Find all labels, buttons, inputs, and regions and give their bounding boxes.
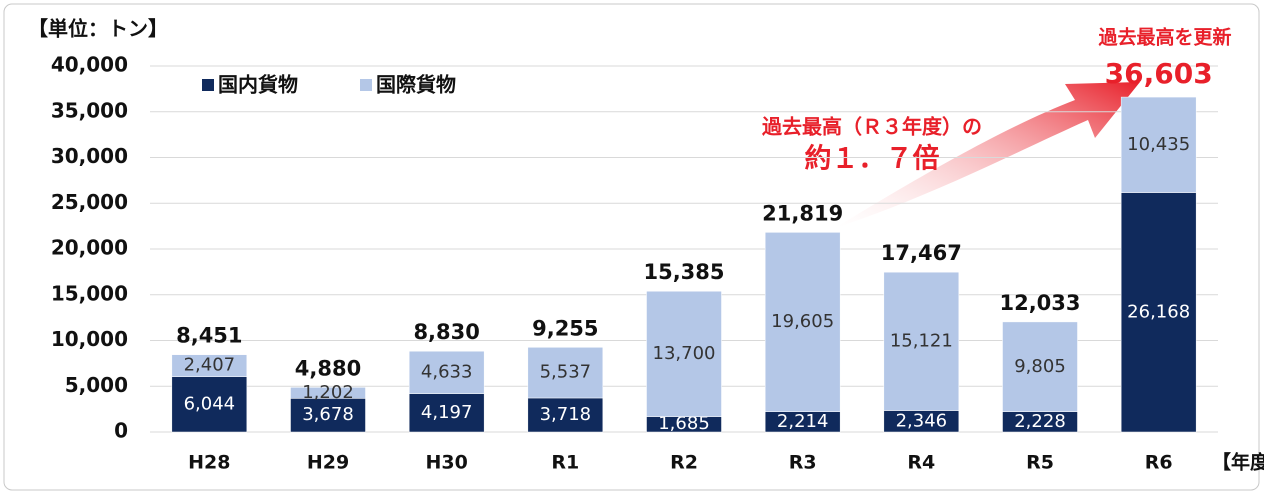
x-tick-label: R6 xyxy=(1145,452,1173,474)
bar-segment xyxy=(408,350,485,394)
x-tick-label: H29 xyxy=(307,452,349,474)
x-tick-label: R1 xyxy=(551,452,579,474)
x-axis-label: 【年度】 xyxy=(1212,451,1264,474)
value-label: 3,678 xyxy=(302,404,354,425)
y-tick-label: 35,000 xyxy=(51,98,128,122)
value-label: 2,214 xyxy=(777,411,829,432)
x-tick-label: R4 xyxy=(907,452,935,474)
value-label: 19,605 xyxy=(771,311,834,332)
total-label: 17,467 xyxy=(881,241,962,265)
value-label: 6,044 xyxy=(184,393,236,414)
y-tick-label: 40,000 xyxy=(51,53,128,77)
value-label: 2,407 xyxy=(184,355,236,376)
legend-label: 国内貨物 xyxy=(218,73,298,97)
total-label: 8,451 xyxy=(176,324,242,348)
bar-segment xyxy=(290,398,366,433)
value-label: 4,197 xyxy=(421,402,473,423)
value-label: 13,700 xyxy=(653,343,716,364)
total-label: 21,819 xyxy=(762,201,843,225)
bar-segment xyxy=(1002,321,1078,412)
bar-segment xyxy=(1120,192,1197,433)
value-label: 4,633 xyxy=(421,361,473,382)
value-label: 15,121 xyxy=(890,330,953,351)
bar-segment xyxy=(764,232,841,412)
total-label: 8,830 xyxy=(413,320,479,344)
y-tick-label: 15,000 xyxy=(51,281,128,305)
total-label: 36,603 xyxy=(1105,57,1213,90)
arrow xyxy=(835,82,1140,228)
y-tick-label: 5,000 xyxy=(65,373,128,397)
legend-swatch xyxy=(360,79,372,91)
value-label: 10,435 xyxy=(1127,134,1190,155)
record-annotation: 過去最高を更新 xyxy=(1098,26,1231,49)
total-label: 4,880 xyxy=(295,356,361,380)
value-label: 9,805 xyxy=(1014,356,1066,377)
x-tick-label: H28 xyxy=(188,452,230,474)
y-tick-label: 20,000 xyxy=(51,236,128,260)
x-tick-label: H30 xyxy=(425,452,467,474)
x-tick-label: R2 xyxy=(670,452,698,474)
bar-segment xyxy=(646,290,722,417)
value-label: 2,228 xyxy=(1014,411,1066,432)
value-label: 2,346 xyxy=(896,410,948,431)
bar-segment xyxy=(290,387,366,399)
unit-label: 【単位：トン】 xyxy=(28,17,168,41)
total-label: 9,255 xyxy=(532,316,598,340)
comparison-annotation: 過去最高（Ｒ３年度）の xyxy=(762,115,982,139)
value-label: 3,718 xyxy=(540,404,592,425)
bar-segment xyxy=(883,271,960,411)
bar-segment xyxy=(171,376,248,433)
value-label: 1,685 xyxy=(658,413,710,434)
bar-segment xyxy=(527,347,604,399)
y-tick-label: 0 xyxy=(114,419,128,443)
y-tick-label: 30,000 xyxy=(51,144,128,168)
frame xyxy=(3,3,1260,491)
bar-segment xyxy=(408,393,485,433)
total-label: 15,385 xyxy=(643,260,724,284)
y-tick-label: 25,000 xyxy=(51,190,128,214)
legend-label: 国際貨物 xyxy=(376,73,456,97)
y-tick-label: 10,000 xyxy=(51,327,128,351)
value-label: 26,168 xyxy=(1127,301,1190,322)
bar-segment xyxy=(527,397,604,433)
x-tick-label: R3 xyxy=(789,452,817,474)
x-tick-label: R5 xyxy=(1026,452,1054,474)
bar-segment xyxy=(171,354,248,377)
bar-segment xyxy=(1120,96,1197,193)
total-label: 12,033 xyxy=(999,291,1080,315)
ratio-annotation: 約１．７倍 xyxy=(805,143,940,175)
legend-swatch xyxy=(202,79,214,91)
value-label: 5,537 xyxy=(540,362,592,383)
value-label: 1,202 xyxy=(302,382,354,403)
